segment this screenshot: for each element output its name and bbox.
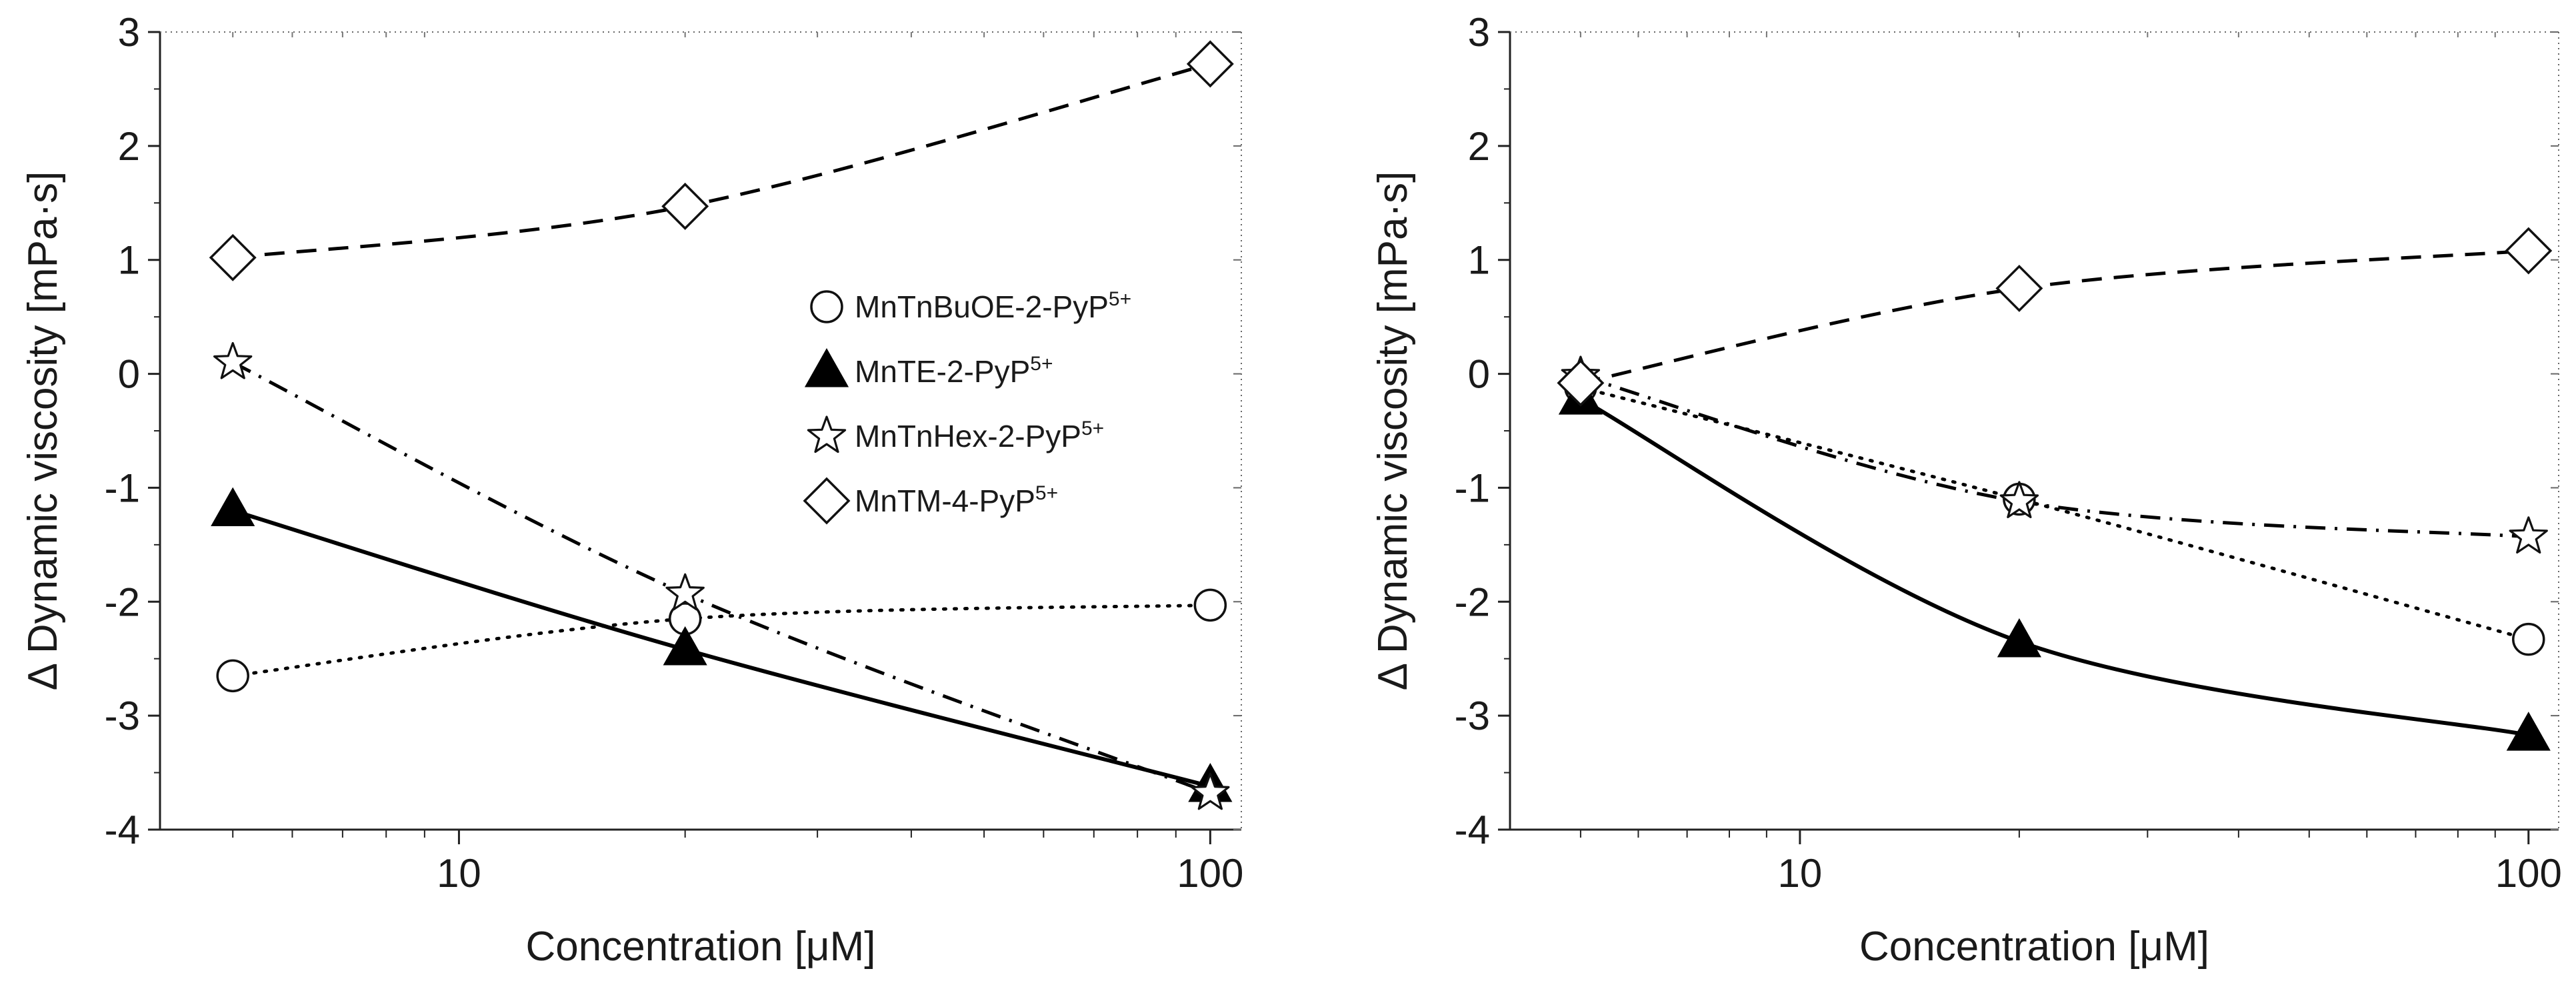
data-point-circle [2512, 622, 2545, 656]
data-point-diamond [1186, 40, 1234, 88]
series-line-diamond [232, 62, 1211, 259]
legend-marker-circle [810, 290, 843, 323]
legend-label: MnTM-4-PyP5+ [855, 482, 1058, 518]
y-tick-label: -4 [105, 808, 140, 852]
y-tick-label: -3 [105, 694, 140, 738]
y-tick-label: 1 [118, 238, 140, 283]
y-tick-label: 0 [118, 352, 140, 397]
y-tick-label: -4 [1455, 808, 1490, 852]
legend-label-name: MnTnHex-2-PyP [855, 419, 1081, 453]
data-point-triangle [2506, 712, 2551, 751]
data-point-diamond [661, 182, 709, 230]
y-tick-label: -3 [1455, 694, 1490, 738]
y-tick-label: 2 [118, 124, 140, 169]
series-line-circle [231, 603, 1212, 678]
data-point-diamond [1557, 359, 1605, 407]
y-tick-label: 2 [1468, 124, 1490, 169]
x-tick-label: 10 [1778, 851, 1823, 896]
data-point-diamond [209, 233, 257, 281]
data-point-triangle [1997, 618, 2041, 658]
series-line-star [1580, 374, 2529, 539]
legend-label: MnTE-2-PyP5+ [855, 353, 1053, 389]
series-line-diamond [1580, 249, 2529, 385]
data-point-star [213, 341, 253, 379]
x-tick-label: 100 [1177, 851, 1243, 896]
legend-label-superscript: 5+ [1030, 353, 1053, 375]
series-line-triangle [1579, 397, 2529, 738]
x-axis-label: Concentration [μM] [525, 924, 875, 970]
y-axis-label: Δ Dynamic viscosity [mPa·s] [20, 171, 66, 691]
x-tick-label: 10 [437, 851, 481, 896]
legend-label: MnTnBuOE-2-PyP5+ [855, 288, 1131, 324]
data-point-star [665, 573, 705, 611]
legend-marker-star [807, 415, 847, 453]
data-point-triangle [663, 626, 707, 666]
legend-label: MnTnHex-2-PyP5+ [855, 417, 1104, 453]
legend-label-name: MnTE-2-PyP [855, 354, 1030, 389]
data-point-star [1191, 772, 1230, 810]
legend-label-name: MnTM-4-PyP [855, 483, 1035, 518]
y-tick-label: 1 [1468, 238, 1490, 283]
legend-label-superscript: 5+ [1035, 482, 1058, 504]
legend-label-superscript: 5+ [1109, 288, 1131, 310]
data-point-diamond [1995, 264, 2043, 312]
y-tick-label: -2 [1455, 580, 1490, 624]
y-tick-label: 3 [1468, 10, 1490, 55]
y-tick-label: 3 [118, 10, 140, 55]
legend-label-name: MnTnBuOE-2-PyP [855, 289, 1109, 324]
data-point-circle [1193, 588, 1227, 622]
x-tick-label: 100 [2495, 851, 2562, 896]
data-point-circle [216, 659, 249, 693]
legend: MnTnBuOE-2-PyP5+MnTE-2-PyP5+MnTnHex-2-Py… [803, 288, 1131, 525]
y-tick-label: -1 [105, 465, 140, 510]
legend-label-superscript: 5+ [1081, 417, 1104, 439]
data-point-triangle [211, 487, 255, 527]
series-line-triangle [232, 508, 1211, 789]
y-tick-label: -2 [105, 580, 140, 624]
x-axis-label: Concentration [μM] [1859, 924, 2209, 970]
series-line-circle [1579, 385, 2531, 642]
data-point-star [1999, 481, 2039, 518]
legend-marker-triangle [804, 347, 849, 387]
legend-marker-diamond [803, 477, 851, 525]
data-point-star [2509, 516, 2548, 554]
y-axis-label: Δ Dynamic viscosity [mPa·s] [1370, 171, 1416, 691]
data-point-diamond [2505, 227, 2553, 275]
y-tick-label: -1 [1455, 465, 1490, 510]
y-tick-label: 0 [1468, 352, 1490, 397]
